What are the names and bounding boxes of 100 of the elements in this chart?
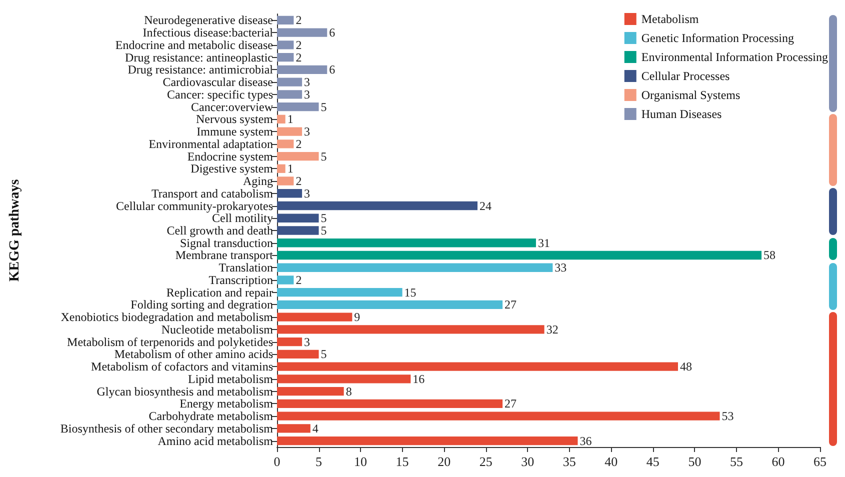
y-tick-label: Signal transduction (180, 236, 273, 250)
y-tick-label: Aging (243, 174, 273, 188)
bar (277, 164, 286, 173)
x-tick-label: 55 (730, 454, 743, 469)
y-tick-label: Nucleotide metabolism (161, 322, 274, 336)
x-tick-label: 50 (688, 454, 702, 469)
y-tick-label: Cell motility (212, 211, 273, 226)
x-tick-label: 60 (772, 454, 785, 469)
data-label: 5 (320, 211, 327, 226)
x-tick-label: 15 (396, 454, 409, 469)
data-label: 24 (479, 198, 492, 213)
x-tick-label: 25 (479, 454, 492, 469)
bar (277, 140, 294, 148)
y-tick-label: Immune system (196, 124, 274, 139)
data-label: 2 (296, 272, 302, 287)
bar (277, 338, 302, 346)
bar (277, 412, 720, 420)
data-label: 6 (329, 26, 336, 40)
bar (277, 387, 344, 396)
bar (277, 263, 553, 272)
y-tick-label: Metabolism of terpenorids and polyketides (67, 334, 274, 349)
bar (277, 28, 328, 37)
x-tick-label: 30 (521, 454, 534, 469)
data-label: 2 (296, 174, 302, 188)
data-label: 2 (296, 50, 302, 64)
y-tick-label: Cancer: specific types (167, 87, 274, 102)
bar (277, 201, 478, 210)
data-label: 58 (764, 248, 776, 262)
bar (277, 325, 544, 334)
y-tick-label: Glycan biosynthesis and metabolism (96, 384, 274, 398)
data-label: 1 (287, 112, 294, 126)
y-tick-label: Neurodegenerative disease (144, 13, 273, 28)
y-tick-label: Digestive system (190, 162, 274, 176)
bar (277, 424, 310, 433)
data-label: 5 (320, 100, 327, 114)
data-label: 5 (320, 224, 327, 238)
y-tick-label: Cardiovascular disease (162, 75, 273, 90)
y-tick-label: Transcription (208, 272, 273, 287)
data-label: 6 (329, 62, 336, 77)
data-label: 48 (680, 360, 692, 374)
bar (277, 362, 678, 371)
x-tick-label: 40 (604, 454, 618, 469)
y-tick-label: Translation (218, 260, 273, 275)
y-tick-label: Endocrine system (187, 149, 274, 164)
bar (277, 90, 302, 99)
bar (277, 238, 536, 248)
bar (277, 300, 503, 310)
bar (277, 127, 302, 136)
bar (277, 52, 294, 62)
y-tick-label: Energy metabolism (180, 396, 274, 411)
bar (277, 276, 294, 284)
data-label: 3 (304, 87, 310, 102)
y-tick-label: Nervous system (196, 112, 274, 126)
x-tick-label: 5 (316, 454, 322, 469)
bar (277, 189, 302, 198)
bar (277, 250, 762, 260)
bar (277, 16, 294, 25)
y-tick-label: Lipid metabolism (188, 372, 274, 386)
y-tick-label: Xenobiotics biodegradation and metabolism (60, 310, 274, 324)
data-label: 5 (320, 149, 327, 164)
x-tick-label: 10 (354, 454, 368, 469)
bar (277, 436, 578, 446)
x-tick-label: 20 (438, 454, 451, 469)
y-tick-label: Metabolism of cofactors and vitamins (91, 360, 274, 374)
bar (277, 102, 319, 112)
bar (277, 176, 294, 186)
data-label: 31 (538, 236, 550, 250)
data-label: 15 (404, 285, 416, 300)
y-axis-title: KEGG pathways (8, 178, 22, 282)
data-label: 16 (412, 372, 425, 386)
y-tick-label: Infectious disease:bacterial (142, 26, 274, 40)
bar (277, 350, 319, 359)
x-tick-label: 45 (646, 454, 660, 469)
x-tick-label: 0 (274, 454, 280, 469)
data-label: 2 (296, 38, 302, 52)
data-label: 32 (546, 322, 558, 336)
bar (277, 288, 402, 297)
data-label: 33 (554, 260, 567, 275)
data-label: 4 (312, 421, 318, 436)
data-label: 3 (304, 186, 310, 200)
data-label: 3 (304, 124, 310, 139)
legend-label: Organismal Systems (641, 88, 740, 102)
bar (277, 374, 411, 384)
data-label: 2 (296, 13, 302, 28)
y-tick-label: Membrane transport (175, 248, 274, 262)
data-label: 3 (304, 334, 310, 349)
bar (277, 78, 302, 86)
bar (277, 226, 319, 235)
data-label: 1 (287, 162, 294, 176)
bar (277, 214, 319, 222)
data-label: 5 (320, 347, 327, 362)
x-tick-label: 35 (562, 454, 576, 469)
data-label: 36 (580, 434, 592, 448)
data-label: 3 (304, 75, 310, 90)
y-tick-label: Replication and repair (166, 285, 273, 300)
y-tick-label: Environmental adaptation (148, 136, 273, 151)
bar (277, 152, 319, 161)
x-tick-label: 65 (814, 454, 826, 469)
bar (277, 312, 352, 322)
legend-label: Genetic Information Processing (641, 31, 794, 45)
